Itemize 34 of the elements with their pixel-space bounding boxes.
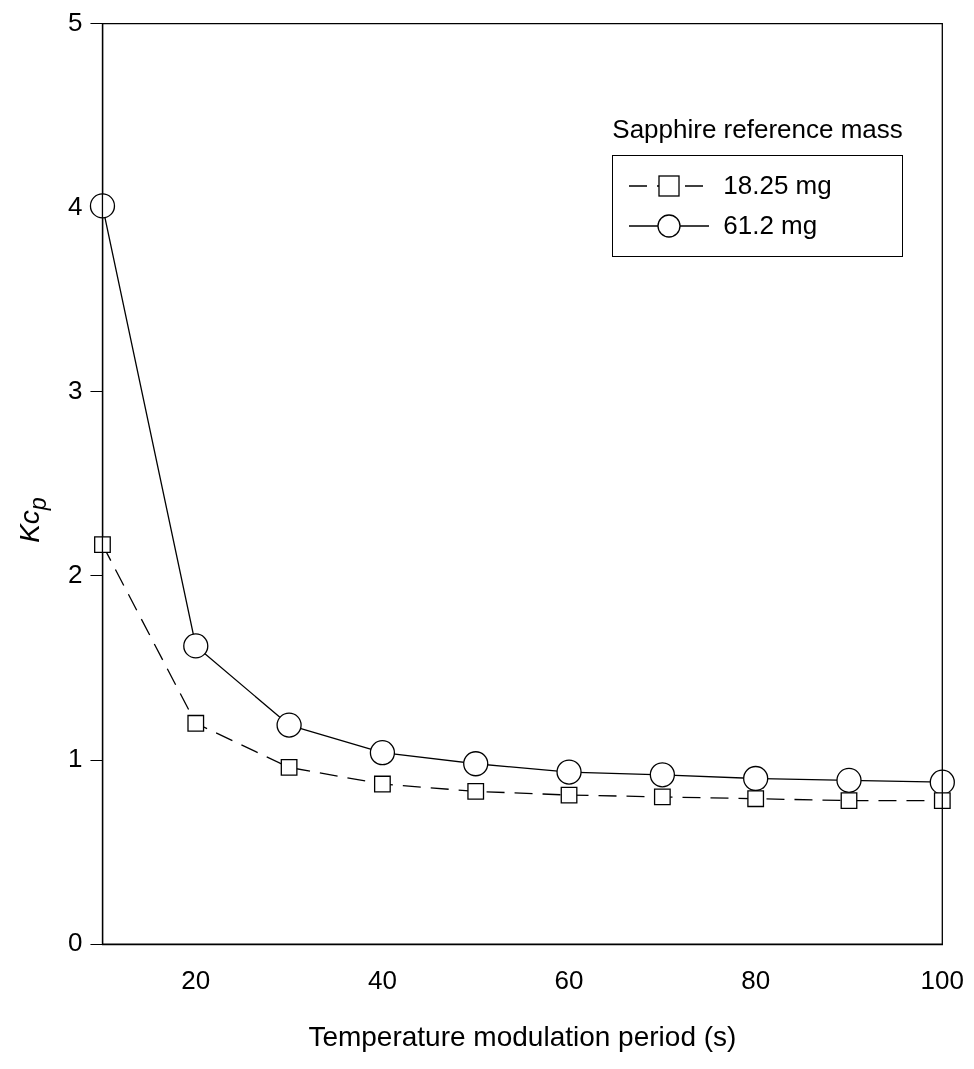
point <box>747 790 765 808</box>
point <box>369 740 396 766</box>
y-tick-label: 5 <box>67 6 83 37</box>
point <box>94 536 111 554</box>
point <box>89 193 116 219</box>
point <box>463 751 489 777</box>
y-tick-label: 1 <box>67 743 83 774</box>
x-tick-label: 40 <box>367 964 397 995</box>
x-tick-label: 100 <box>920 964 965 995</box>
point <box>556 759 582 785</box>
y-tick-label: 2 <box>67 559 83 590</box>
y-tick-label: 3 <box>67 375 83 406</box>
legend-label: 18.25 mg <box>723 170 832 202</box>
legend-title: Sapphire reference mass <box>612 113 903 145</box>
point <box>649 762 676 788</box>
point <box>280 759 298 776</box>
x-tick-label: 80 <box>741 964 771 995</box>
y-tick-label: 4 <box>67 190 83 221</box>
point <box>836 767 862 793</box>
point <box>373 775 391 793</box>
point <box>560 786 578 804</box>
point <box>653 788 671 806</box>
point <box>933 792 951 810</box>
point <box>276 712 302 738</box>
point <box>840 792 858 810</box>
legend-label: 61.2 mg <box>723 210 818 242</box>
x-tick-label: 20 <box>181 964 211 995</box>
point <box>743 765 769 792</box>
x-axis-title: Temperature modulation period (s) <box>308 1020 737 1052</box>
x-tick-label: 60 <box>554 964 584 995</box>
point <box>187 714 205 732</box>
point <box>467 782 485 800</box>
y-tick-label: 0 <box>67 927 83 958</box>
point <box>183 633 209 659</box>
